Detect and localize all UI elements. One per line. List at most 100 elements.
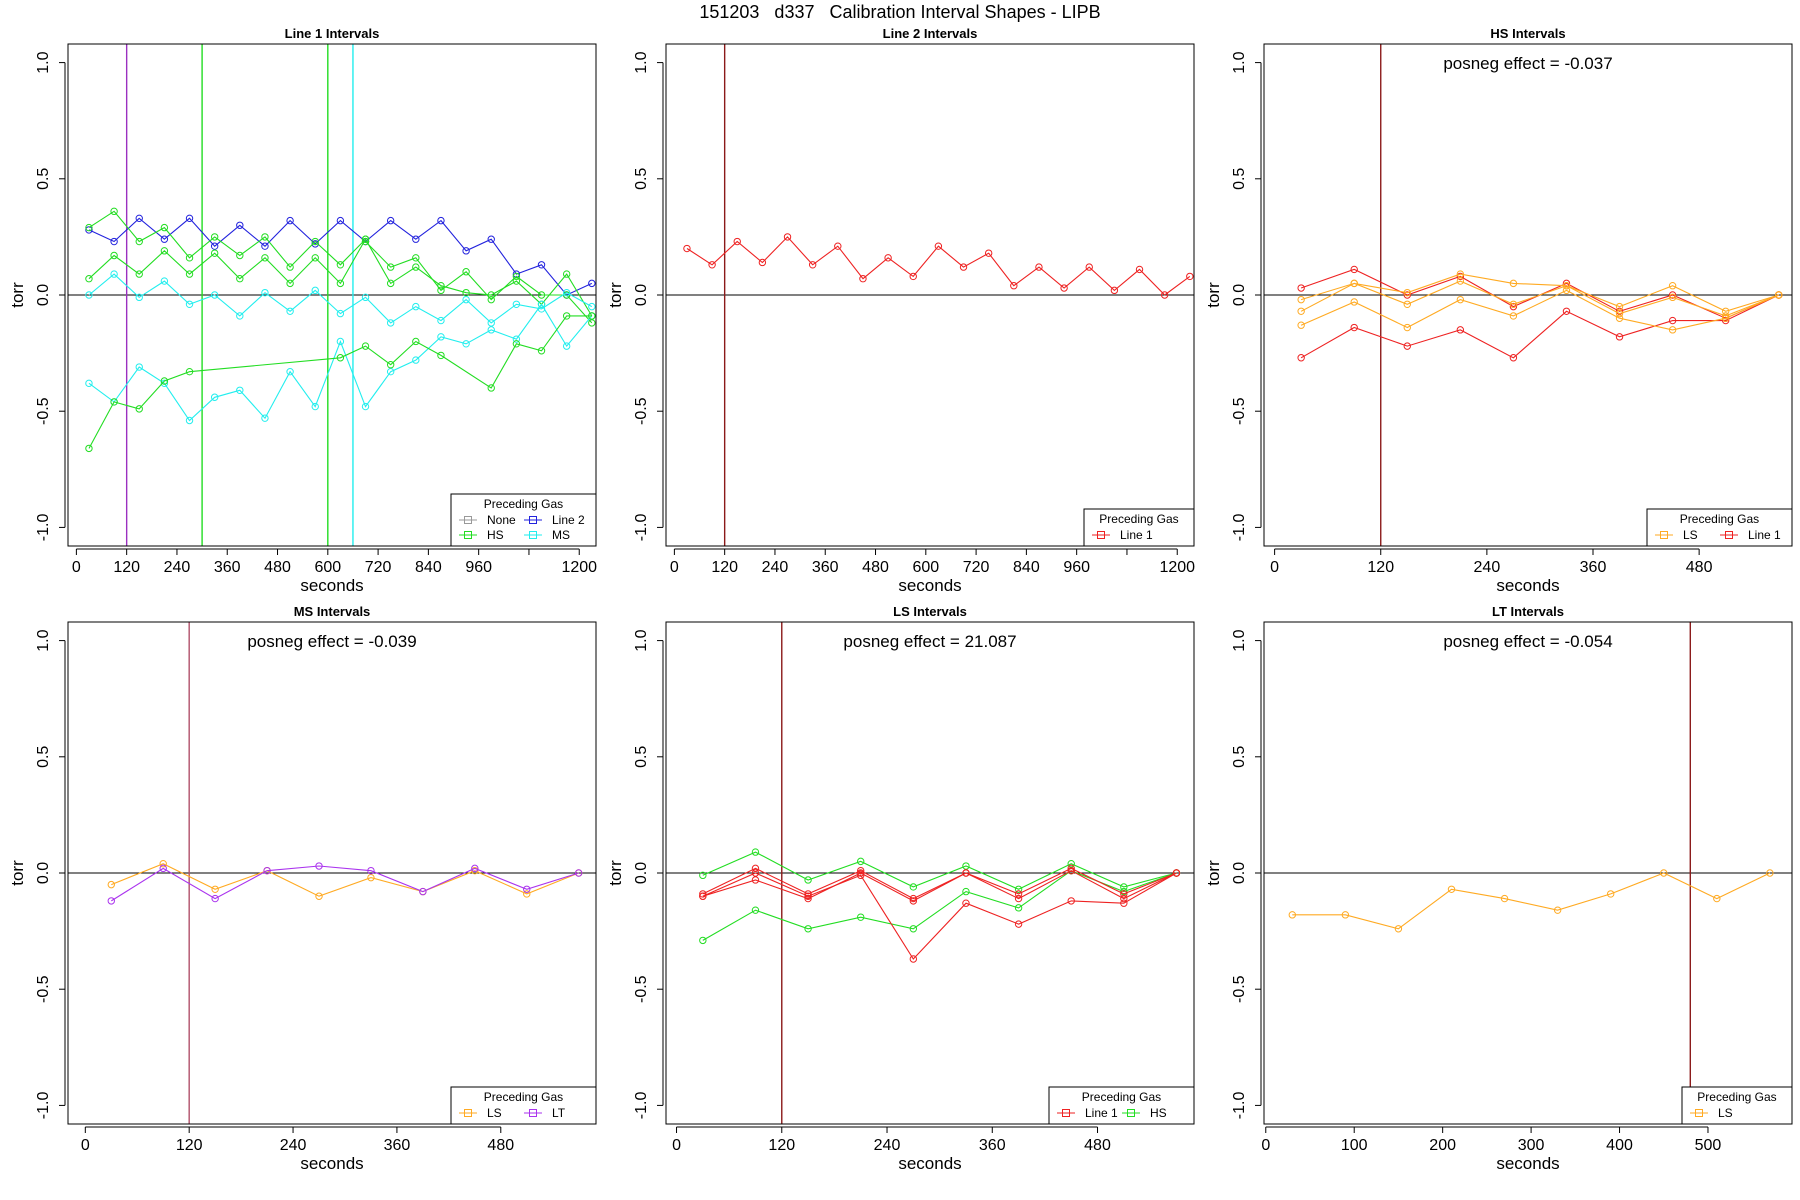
data-point: [1615, 314, 1624, 322]
series-line: [111, 865, 579, 902]
y-tick-label: 0.0: [1231, 284, 1248, 306]
x-tick-label: 0: [670, 559, 679, 576]
data-point: [1350, 279, 1358, 288]
legend: Preceding Gas Line 1 HS: [1048, 1086, 1195, 1125]
legend: Preceding Gas LS: [1681, 1086, 1793, 1125]
data-point: [1067, 897, 1075, 905]
y-axis-label: torr: [8, 860, 27, 886]
posneg-annotation: posneg effect = 21.087: [843, 632, 1016, 651]
y-tick-label: 1.0: [1231, 51, 1248, 73]
legend-entry-label: Line 2: [552, 513, 585, 527]
plot-frame: [1263, 621, 1793, 1125]
data-point: [1297, 321, 1305, 329]
data-point: [437, 216, 445, 225]
series-line: [111, 863, 579, 897]
data-point: [1615, 307, 1624, 315]
data-point: [236, 221, 244, 229]
x-tick-label: 120: [768, 1137, 795, 1154]
data-point: [1553, 906, 1562, 914]
data-point: [437, 351, 445, 360]
data-point: [751, 876, 760, 884]
data-point: [1668, 293, 1677, 302]
data-point: [437, 333, 445, 341]
data-point: [1500, 894, 1509, 903]
data-point: [537, 300, 546, 308]
y-tick-label: 0.5: [1231, 168, 1248, 190]
data-point: [1562, 286, 1571, 295]
y-tick-label: -1.0: [1231, 1092, 1248, 1120]
data-point: [135, 363, 143, 371]
x-tick-label: 240: [762, 559, 789, 576]
data-point: [1135, 265, 1144, 274]
data-point: [804, 890, 812, 898]
y-tick-label: -0.5: [1231, 397, 1248, 425]
y-axis-label: torr: [1204, 860, 1223, 886]
data-point: [185, 416, 194, 425]
data-point: [962, 862, 970, 870]
data-point: [1456, 270, 1465, 278]
y-tick-label: -1.0: [633, 514, 650, 542]
data-point: [857, 857, 865, 866]
data-point: [1606, 890, 1615, 898]
legend-box: [450, 1086, 597, 1125]
data-point: [1509, 300, 1518, 308]
data-point: [1509, 354, 1518, 362]
data-point: [1509, 312, 1518, 320]
data-point: [236, 312, 244, 320]
data-point: [959, 263, 968, 271]
data-point: [487, 291, 495, 299]
legend-entry-label: None: [487, 513, 516, 527]
x-axis-label: seconds: [1496, 1154, 1559, 1173]
data-point: [159, 864, 167, 873]
x-axis-label: seconds: [1496, 576, 1559, 595]
data-point: [1668, 291, 1677, 299]
data-point: [462, 340, 470, 348]
data-point: [336, 337, 345, 346]
data-point: [135, 270, 143, 278]
x-tick-label: 840: [415, 559, 442, 576]
data-point: [909, 897, 918, 905]
data-point: [1775, 291, 1783, 299]
data-point: [1668, 282, 1677, 290]
x-tick-label: 120: [113, 559, 140, 576]
data-point: [1562, 279, 1571, 288]
y-axis-label: torr: [8, 282, 27, 308]
x-tick-label: 0: [672, 1137, 681, 1154]
chart-panel-2: Line 2 Intervals 0 120 240 360 480 600 720 840 96…: [606, 26, 1195, 595]
data-point: [562, 342, 571, 350]
data-point: [1403, 291, 1411, 299]
data-point: [804, 925, 812, 933]
data-point: [210, 242, 219, 250]
data-point: [574, 869, 583, 877]
y-tick-label: 0.5: [1231, 746, 1248, 768]
legend: Preceding Gas LS LT: [450, 1086, 597, 1125]
data-point: [857, 866, 865, 875]
y-tick-label: 0.0: [633, 862, 650, 884]
data-point: [487, 235, 495, 243]
y-tick-label: 0.5: [633, 746, 650, 768]
data-point: [1120, 887, 1128, 896]
legend-box: [1048, 1086, 1195, 1125]
posneg-annotation: posneg effect = -0.039: [247, 632, 416, 651]
plot-frame: [1263, 43, 1793, 547]
y-tick-label: -1.0: [35, 514, 52, 542]
data-point: [1766, 869, 1774, 877]
data-point: [512, 335, 521, 343]
data-point: [386, 319, 395, 327]
data-point: [160, 277, 169, 285]
legend-box: [1681, 1086, 1793, 1125]
x-tick-label: 360: [1580, 559, 1607, 576]
data-point: [537, 291, 546, 299]
data-point: [562, 288, 571, 297]
data-point: [751, 848, 760, 856]
data-point: [804, 894, 812, 903]
data-point: [211, 885, 219, 893]
data-point: [85, 444, 93, 453]
data-point: [1120, 899, 1128, 907]
data-point: [1721, 316, 1730, 325]
series-line: [702, 867, 1177, 900]
data-point: [236, 251, 244, 260]
data-point: [699, 936, 707, 945]
x-tick-label: 480: [1084, 1137, 1111, 1154]
chart-panel-3: HS Intervals 0 120 240 360 480 seconds -1.0 -0.5…: [1204, 26, 1793, 595]
